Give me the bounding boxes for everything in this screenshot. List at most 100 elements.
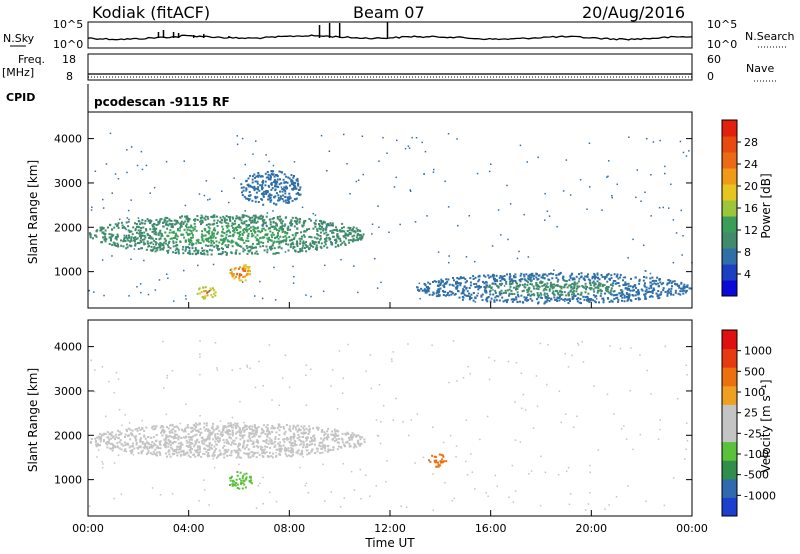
echo-cell bbox=[128, 235, 131, 238]
echo-speck bbox=[560, 421, 562, 424]
echo-speck bbox=[603, 276, 605, 278]
echo-cell bbox=[651, 280, 654, 283]
echo-cell bbox=[201, 249, 204, 252]
echo-speck bbox=[658, 207, 661, 209]
echo-cell bbox=[217, 248, 220, 251]
echo-cell bbox=[188, 444, 191, 447]
echo-cell bbox=[230, 437, 233, 440]
echo-cell bbox=[461, 298, 464, 301]
echo-cell bbox=[428, 293, 431, 296]
echo-cell bbox=[274, 184, 277, 187]
echo-cell bbox=[594, 301, 597, 304]
echo-cell bbox=[295, 221, 298, 224]
echo-cell bbox=[591, 275, 594, 278]
echo-cell bbox=[518, 279, 521, 281]
echo-cell bbox=[195, 229, 198, 232]
echo-cell bbox=[139, 239, 142, 242]
echo-cell bbox=[286, 449, 289, 452]
echo-cell bbox=[285, 185, 288, 188]
echo-speck bbox=[132, 453, 135, 456]
echo-cell bbox=[104, 235, 107, 238]
echo-cell bbox=[287, 201, 289, 204]
echo-cell bbox=[180, 450, 182, 453]
echo-cell bbox=[252, 234, 255, 237]
echo-cell bbox=[211, 244, 214, 247]
echo-speck bbox=[388, 231, 390, 233]
echo-cell bbox=[456, 280, 459, 283]
echo-speck bbox=[593, 385, 595, 387]
echo-cell bbox=[252, 175, 254, 178]
echo-cell bbox=[147, 450, 150, 453]
echo-speck bbox=[370, 387, 373, 390]
colorbar-swatch bbox=[722, 120, 737, 137]
echo-cell bbox=[265, 193, 268, 195]
echo-cell bbox=[251, 242, 254, 245]
echo-cell bbox=[242, 276, 245, 278]
echo-cell bbox=[629, 299, 632, 302]
echo-cell bbox=[155, 227, 158, 230]
echo-cell bbox=[270, 225, 273, 228]
echo-cell bbox=[158, 440, 161, 443]
echo-cell bbox=[281, 171, 283, 174]
echo-cell bbox=[458, 282, 461, 285]
echo-cell bbox=[278, 443, 281, 446]
echo-speck bbox=[610, 291, 612, 293]
echo-cell bbox=[350, 438, 353, 441]
echo-cell bbox=[494, 280, 497, 283]
echo-cell bbox=[324, 432, 327, 435]
echo-cell bbox=[163, 241, 166, 244]
echo-cell bbox=[227, 440, 229, 443]
echo-cell bbox=[257, 440, 260, 443]
echo-cell bbox=[292, 245, 295, 248]
echo-cell bbox=[248, 448, 251, 451]
echo-cell bbox=[545, 300, 548, 303]
echo-cell bbox=[178, 229, 181, 232]
echo-cell bbox=[612, 279, 615, 282]
echo-cell bbox=[276, 185, 278, 188]
echo-cell bbox=[216, 231, 219, 234]
echo-speck bbox=[465, 460, 467, 463]
echo-cell bbox=[247, 249, 250, 252]
echo-cell bbox=[111, 228, 114, 231]
echo-speck bbox=[228, 201, 230, 204]
echo-cell bbox=[261, 187, 264, 190]
echo-cell bbox=[269, 174, 272, 177]
echo-cell bbox=[166, 244, 169, 247]
echo-cell bbox=[570, 286, 573, 289]
echo-cell bbox=[485, 291, 488, 294]
echo-cell bbox=[130, 239, 133, 242]
echo-cell bbox=[215, 240, 218, 243]
echo-cell bbox=[296, 179, 299, 182]
echo-speck bbox=[111, 255, 113, 257]
echo-cell bbox=[226, 450, 229, 453]
echo-cell bbox=[262, 227, 265, 230]
echo-cell bbox=[154, 250, 157, 253]
y-tick-label: 1000 bbox=[54, 474, 82, 487]
echo-cell bbox=[130, 236, 133, 239]
echo-cell bbox=[579, 298, 582, 301]
echo-cell bbox=[232, 235, 235, 238]
echo-cell bbox=[163, 444, 165, 447]
echo-speck bbox=[553, 269, 555, 271]
echo-cell bbox=[248, 432, 251, 435]
echo-cell bbox=[275, 203, 278, 206]
echo-cell bbox=[230, 252, 233, 255]
echo-cell bbox=[185, 426, 188, 429]
echo-cell bbox=[531, 283, 533, 286]
echo-cell bbox=[516, 282, 518, 285]
echo-cell bbox=[222, 428, 225, 431]
echo-cell bbox=[171, 224, 174, 227]
echo-cell bbox=[120, 239, 122, 242]
echo-cell bbox=[190, 239, 193, 242]
echo-cell bbox=[186, 228, 189, 231]
echo-cell bbox=[245, 188, 248, 191]
echo-speck bbox=[422, 456, 425, 459]
echo-cell bbox=[355, 227, 358, 230]
echo-speck bbox=[668, 207, 670, 209]
echo-cell bbox=[242, 442, 245, 445]
echo-cell bbox=[452, 277, 454, 279]
echo-cell bbox=[147, 442, 150, 445]
echo-cell bbox=[164, 231, 167, 234]
echo-speck bbox=[269, 491, 271, 494]
echo-cell bbox=[457, 282, 459, 284]
